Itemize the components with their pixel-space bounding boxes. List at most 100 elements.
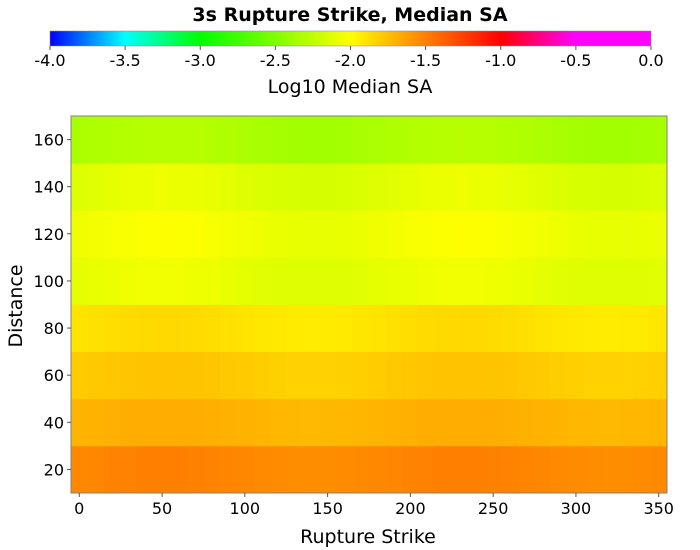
heatmap-cell [137, 257, 155, 305]
heatmap-cell [518, 116, 535, 164]
x-tick-label: 350 [643, 499, 674, 518]
heatmap-cell [104, 351, 122, 400]
heatmap-cell [352, 210, 370, 258]
heatmap-cell [451, 257, 469, 305]
heatmap-cell [269, 445, 287, 494]
heatmap-cell [617, 116, 635, 164]
heatmap-cell [186, 257, 204, 305]
heatmap-cell [220, 210, 237, 258]
heatmap-cell [220, 163, 237, 211]
heatmap-cell [137, 163, 155, 211]
heatmap-cell [551, 257, 569, 305]
heatmap-cell [600, 351, 618, 400]
heatmap-cell [236, 351, 254, 400]
heatmap-cell [319, 445, 337, 494]
heatmap-cell [319, 398, 337, 447]
heatmap-cell [551, 304, 569, 353]
heatmap-cell [220, 351, 237, 400]
heatmap-cell [617, 163, 635, 211]
heatmap-cell [286, 257, 304, 305]
heatmap-cell [153, 116, 171, 164]
heatmap-cell [650, 351, 668, 400]
heatmap-cell [203, 304, 221, 353]
heatmap-cell [600, 257, 618, 305]
heatmap-cell [369, 304, 386, 353]
heatmap-cell [518, 163, 535, 211]
heatmap-cell [120, 351, 138, 400]
heatmap-cell [402, 304, 420, 353]
heatmap-cell [269, 257, 287, 305]
heatmap-cell [501, 257, 519, 305]
heatmap-cell [418, 163, 436, 211]
x-tick-label: 0 [74, 499, 84, 518]
heatmap-cell [650, 116, 668, 164]
heatmap-cell [617, 351, 635, 400]
heatmap-cell [650, 210, 668, 258]
heatmap-cell [335, 445, 353, 494]
heatmap-cell [302, 304, 320, 353]
heatmap-cell [87, 163, 105, 211]
heatmap-cell [484, 163, 502, 211]
heatmap-cell [269, 304, 287, 353]
y-tick-label: 100 [33, 272, 64, 291]
heatmap-cell [468, 163, 486, 211]
heatmap-cell [302, 257, 320, 305]
heatmap-cell [484, 116, 502, 164]
heatmap-cell [484, 398, 502, 447]
heatmap-cell [650, 163, 668, 211]
heatmap-cell [335, 304, 353, 353]
heatmap-cell [584, 257, 602, 305]
heatmap-cell [335, 163, 353, 211]
heatmap-cell [633, 398, 651, 447]
heatmap-cell [435, 351, 453, 400]
heatmap-cell [418, 398, 436, 447]
x-tick-label: 300 [561, 499, 592, 518]
heatmap-cell [104, 304, 122, 353]
heatmap-cell [319, 257, 337, 305]
plot-frame [70, 115, 668, 494]
heatmap-cell [71, 210, 88, 258]
heatmap-cell [468, 210, 486, 258]
heatmap-cell [385, 351, 403, 400]
heatmap-cell [352, 398, 370, 447]
heatmap-cell [385, 116, 403, 164]
heatmap-cell [385, 210, 403, 258]
heatmap-cell [253, 445, 271, 494]
heatmap-cell [468, 398, 486, 447]
heatmap-cell [567, 304, 585, 353]
heatmap-cell [269, 210, 287, 258]
heatmap-cell [567, 257, 585, 305]
heatmap-cell [153, 304, 171, 353]
heatmap-cell [269, 351, 287, 400]
x-tick-label: 50 [152, 499, 172, 518]
heatmap-cell [518, 257, 535, 305]
heatmap-cell [120, 304, 138, 353]
heatmap-cell [501, 445, 519, 494]
heatmap-cell [418, 116, 436, 164]
y-axis-ticks: 20 40 60 80 100 120 140 160 [33, 131, 71, 479]
heatmap-cell [501, 304, 519, 353]
heatmap-cell [319, 210, 337, 258]
colorbar-tick-label: -2.0 [335, 51, 366, 70]
y-tick-label: 140 [33, 178, 64, 197]
heatmap-cell [402, 210, 420, 258]
heatmap-cell [137, 116, 155, 164]
heatmap-cell [584, 163, 602, 211]
heatmap-cell [269, 163, 287, 211]
y-tick-label: 160 [33, 131, 64, 150]
colorbar-tick-label: 0.0 [638, 51, 663, 70]
heatmap-cell [551, 445, 569, 494]
heatmap-cell [319, 163, 337, 211]
heatmap-cell [87, 257, 105, 305]
heatmap-cell [567, 445, 585, 494]
heatmap-cell [633, 163, 651, 211]
heatmap-cell [584, 398, 602, 447]
heatmap-cell [369, 163, 386, 211]
heatmap-cell [633, 116, 651, 164]
heatmap-cell [71, 116, 88, 164]
heatmap-cell [286, 398, 304, 447]
heatmap-cell [451, 210, 469, 258]
heatmap-cell [236, 257, 254, 305]
heatmap-cell [600, 116, 618, 164]
heatmap-cell [369, 116, 386, 164]
